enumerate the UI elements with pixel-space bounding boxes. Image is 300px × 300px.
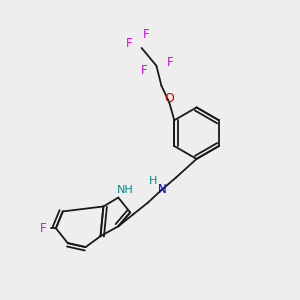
Text: F: F	[40, 222, 46, 235]
Text: F: F	[126, 38, 133, 50]
Text: F: F	[167, 56, 174, 69]
Text: O: O	[164, 92, 174, 105]
Text: H: H	[149, 176, 157, 186]
Text: F: F	[143, 28, 150, 40]
Text: NH: NH	[117, 184, 134, 195]
Text: N: N	[158, 183, 166, 196]
Text: F: F	[141, 64, 148, 77]
